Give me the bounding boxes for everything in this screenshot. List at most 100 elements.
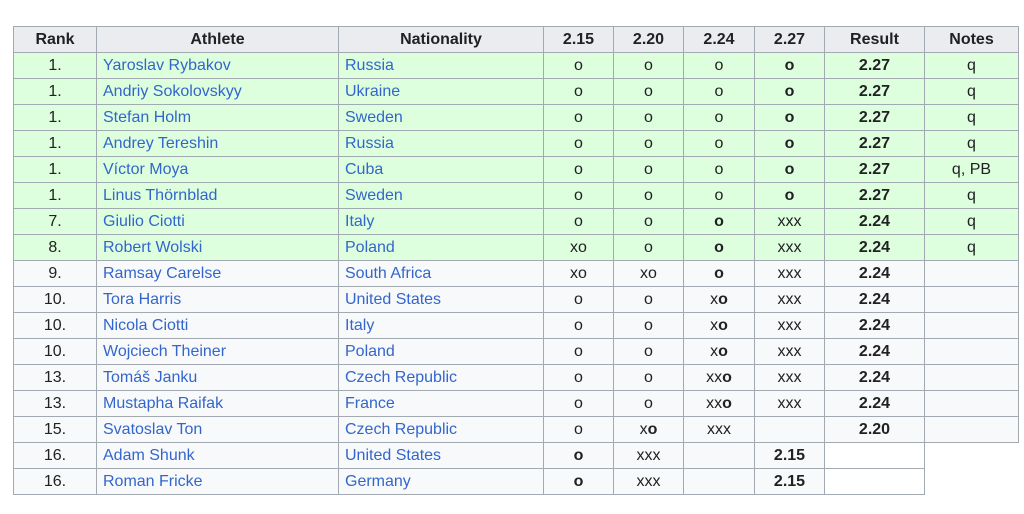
result-cell: 2.24 bbox=[824, 390, 925, 417]
athlete-link[interactable]: Svatoslav Ton bbox=[103, 421, 203, 438]
nationality-link[interactable]: Czech Republic bbox=[345, 421, 458, 438]
header-height-215[interactable]: 2.15 bbox=[543, 26, 614, 53]
attempt-cell: o bbox=[613, 78, 684, 105]
notes-cell: q, PB bbox=[924, 156, 1019, 183]
athlete-link[interactable]: Mustapha Raifak bbox=[103, 395, 224, 412]
attempt-cell: xxx bbox=[754, 338, 825, 365]
attempt-cell: xxx bbox=[754, 286, 825, 313]
nationality-link[interactable]: Italy bbox=[345, 213, 375, 230]
nationality-link[interactable]: South Africa bbox=[345, 265, 432, 282]
athlete-link[interactable]: Stefan Holm bbox=[103, 109, 192, 126]
attempt-cell: o bbox=[543, 390, 614, 417]
athlete-link[interactable]: Ramsay Carelse bbox=[103, 265, 222, 282]
table-row: 1. Víctor Moya Cuba o o o o 2.27 q, PB bbox=[13, 156, 1019, 183]
athlete-link[interactable]: Linus Thörnblad bbox=[103, 187, 218, 204]
attempt-cell: xo bbox=[543, 234, 614, 261]
table-row: 8. Robert Wolski Poland xo o o xxx 2.24 q bbox=[13, 234, 1019, 261]
header-rank[interactable]: Rank bbox=[13, 26, 97, 53]
nationality-link[interactable]: Sweden bbox=[345, 109, 403, 126]
attempt-value: xxx bbox=[636, 447, 661, 464]
nationality-link[interactable]: France bbox=[345, 395, 395, 412]
attempt-value: xxx bbox=[777, 213, 802, 230]
attempt-cell: xxx bbox=[613, 442, 684, 469]
header-height-220[interactable]: 2.20 bbox=[613, 26, 684, 53]
nationality-cell: United States bbox=[338, 286, 544, 313]
attempt-value: o bbox=[644, 161, 653, 178]
header-result[interactable]: Result bbox=[824, 26, 925, 53]
attempt-cell: o bbox=[683, 78, 755, 105]
athlete-link[interactable]: Nicola Ciotti bbox=[103, 317, 189, 334]
athlete-link[interactable]: Adam Shunk bbox=[103, 447, 195, 464]
rank-cell: 1. bbox=[13, 52, 97, 79]
attempt-value: o bbox=[784, 187, 795, 204]
attempt-cell: o bbox=[543, 416, 614, 443]
attempt-cell: xo bbox=[613, 416, 684, 443]
nationality-link[interactable]: Poland bbox=[345, 239, 395, 256]
notes-cell: q bbox=[924, 52, 1019, 79]
nationality-link[interactable]: Russia bbox=[345, 57, 394, 74]
nationality-link[interactable]: Ukraine bbox=[345, 83, 401, 100]
attempt-cell: o bbox=[613, 130, 684, 157]
athlete-link[interactable]: Víctor Moya bbox=[103, 161, 189, 178]
attempt-value: o bbox=[574, 57, 583, 74]
nationality-link[interactable]: Germany bbox=[345, 473, 411, 490]
header-nationality[interactable]: Nationality bbox=[338, 26, 544, 53]
nationality-link[interactable]: Russia bbox=[345, 135, 394, 152]
attempt-cell: o bbox=[754, 78, 825, 105]
attempt-cell: o bbox=[613, 182, 684, 209]
table-row: 1. Andriy Sokolovskyy Ukraine o o o o 2.27 q bbox=[13, 78, 1019, 105]
attempt-cell: o bbox=[613, 234, 684, 261]
nationality-link[interactable]: Cuba bbox=[345, 161, 384, 178]
result-cell: 2.27 bbox=[824, 182, 925, 209]
nationality-link[interactable]: Czech Republic bbox=[345, 369, 458, 386]
nationality-link[interactable]: Sweden bbox=[345, 187, 403, 204]
athlete-link[interactable]: Yaroslav Rybakov bbox=[103, 57, 231, 74]
nationality-cell: Russia bbox=[338, 130, 544, 157]
nationality-cell: Poland bbox=[338, 234, 544, 261]
attempt-value: o bbox=[574, 421, 583, 438]
athlete-link[interactable]: Wojciech Theiner bbox=[103, 343, 227, 360]
athlete-link[interactable]: Andrey Tereshin bbox=[103, 135, 219, 152]
attempt-cell: o bbox=[683, 130, 755, 157]
attempt-cell: xxo bbox=[683, 390, 755, 417]
athlete-link[interactable]: Roman Fricke bbox=[103, 473, 203, 490]
nationality-cell: France bbox=[338, 390, 544, 417]
athlete-link[interactable]: Tomáš Janku bbox=[103, 369, 198, 386]
attempt-value: o bbox=[644, 57, 653, 74]
attempt-cell: o bbox=[683, 104, 755, 131]
header-height-227[interactable]: 2.27 bbox=[754, 26, 825, 53]
header-notes[interactable]: Notes bbox=[924, 26, 1019, 53]
attempt-cell: xxx bbox=[754, 390, 825, 417]
nationality-cell: Cuba bbox=[338, 156, 544, 183]
nationality-link[interactable]: Italy bbox=[345, 317, 375, 334]
header-athlete[interactable]: Athlete bbox=[96, 26, 339, 53]
athlete-link[interactable]: Giulio Ciotti bbox=[103, 213, 185, 230]
attempt-value: o bbox=[574, 109, 583, 126]
nationality-link[interactable]: United States bbox=[345, 447, 442, 464]
attempt-value: xo bbox=[710, 291, 728, 308]
rank-cell: 15. bbox=[13, 416, 97, 443]
result-cell: 2.24 bbox=[824, 312, 925, 339]
result-cell: 2.27 bbox=[824, 52, 925, 79]
athlete-link[interactable]: Tora Harris bbox=[103, 291, 182, 308]
attempt-cell: o bbox=[543, 442, 614, 469]
attempt-cell: o bbox=[543, 364, 614, 391]
athlete-cell: Nicola Ciotti bbox=[96, 312, 339, 339]
attempt-value: o bbox=[574, 83, 583, 100]
attempt-cell: xxx bbox=[754, 234, 825, 261]
nationality-link[interactable]: United States bbox=[345, 291, 442, 308]
header-height-224[interactable]: 2.24 bbox=[683, 26, 755, 53]
nationality-link[interactable]: Poland bbox=[345, 343, 395, 360]
attempt-cell: o bbox=[754, 130, 825, 157]
attempt-cell: o bbox=[613, 338, 684, 365]
athlete-link[interactable]: Andriy Sokolovskyy bbox=[103, 83, 242, 100]
attempt-cell: o bbox=[613, 286, 684, 313]
attempt-value: o bbox=[784, 135, 795, 152]
attempt-cell: o bbox=[754, 52, 825, 79]
attempt-cell: xxx bbox=[754, 312, 825, 339]
athlete-link[interactable]: Robert Wolski bbox=[103, 239, 203, 256]
attempt-cell: o bbox=[754, 104, 825, 131]
rank-cell: 8. bbox=[13, 234, 97, 261]
athlete-cell: Linus Thörnblad bbox=[96, 182, 339, 209]
table-row: 15. Svatoslav Ton Czech Republic o xo xxx 2.20 bbox=[13, 416, 1019, 443]
